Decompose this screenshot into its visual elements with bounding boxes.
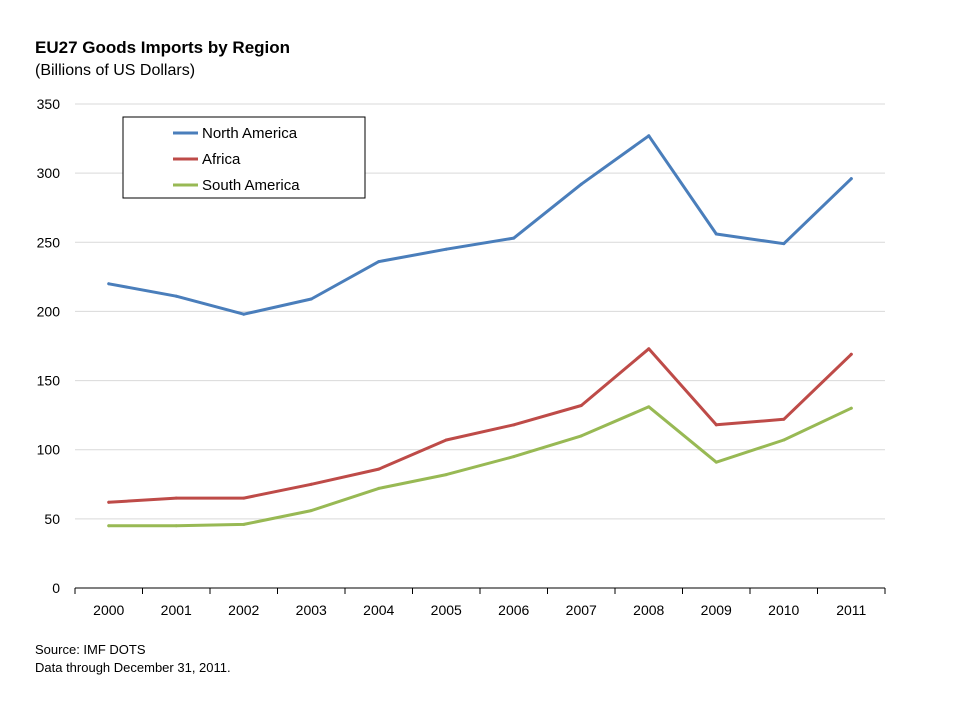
series-line-south-america	[107, 405, 853, 528]
data-point-north-america	[714, 232, 718, 236]
data-point-africa	[647, 347, 651, 351]
data-point-north-america	[242, 312, 246, 316]
data-point-south-america	[242, 522, 246, 526]
x-tick-label: 2002	[228, 602, 259, 618]
data-point-africa	[377, 467, 381, 471]
x-tick-label: 2007	[566, 602, 597, 618]
data-point-south-america	[377, 486, 381, 490]
series-line-africa	[107, 347, 853, 504]
x-tick-label: 2005	[431, 602, 462, 618]
legend-box	[122, 116, 366, 199]
data-point-africa	[242, 496, 246, 500]
data-point-south-america	[714, 460, 718, 464]
chart-subtitle: (Billions of US Dollars)	[35, 62, 196, 79]
data-point-south-america	[107, 524, 111, 528]
data-point-africa	[174, 496, 178, 500]
data-point-north-america	[107, 282, 111, 286]
legend-label: Africa	[202, 151, 241, 168]
x-tick-label: 2010	[768, 602, 799, 618]
y-tick-label: 350	[37, 96, 61, 112]
y-tick-label: 300	[37, 165, 61, 181]
data-point-africa	[309, 482, 313, 486]
x-tick-label: 2009	[701, 602, 732, 618]
data-point-north-america	[377, 260, 381, 264]
series-line-north-america	[107, 134, 853, 316]
data-point-north-america	[849, 177, 853, 181]
data-point-south-america	[647, 405, 651, 409]
chart-title: EU27 Goods Imports by Region	[35, 38, 291, 57]
data-point-north-america	[444, 247, 448, 251]
data-point-africa	[107, 500, 111, 504]
data-point-north-america	[647, 134, 651, 138]
data-point-south-america	[579, 434, 583, 438]
data-point-south-america	[512, 455, 516, 459]
y-tick-label: 100	[37, 442, 61, 458]
y-tick-label: 250	[37, 234, 61, 250]
data-point-africa	[512, 423, 516, 427]
data-through-note: Data through December 31, 2011.	[35, 660, 231, 675]
y-tick-label: 150	[37, 373, 61, 389]
x-tick-label: 2004	[363, 602, 394, 618]
data-point-south-america	[174, 524, 178, 528]
data-point-africa	[579, 403, 583, 407]
legend-label: North America	[202, 125, 298, 142]
x-tick-label: 2011	[836, 602, 866, 618]
data-point-north-america	[309, 297, 313, 301]
data-point-south-america	[444, 473, 448, 477]
x-tick-label: 2006	[498, 602, 529, 618]
x-tick-label: 2008	[633, 602, 664, 618]
data-point-africa	[714, 423, 718, 427]
x-tick-label: 2001	[161, 602, 192, 618]
y-tick-label: 200	[37, 303, 61, 319]
data-point-north-america	[174, 294, 178, 298]
x-tick-label: 2003	[296, 602, 327, 618]
data-point-africa	[444, 438, 448, 442]
data-point-south-america	[309, 509, 313, 513]
data-point-africa	[782, 417, 786, 421]
source-note: Source: IMF DOTS	[35, 642, 146, 657]
y-tick-label: 0	[52, 580, 60, 596]
data-point-north-america	[782, 242, 786, 246]
data-point-south-america	[782, 438, 786, 442]
data-point-africa	[849, 352, 853, 356]
data-point-south-america	[849, 406, 853, 410]
x-tick-label: 2000	[93, 602, 124, 618]
legend-label: South America	[202, 177, 300, 194]
data-point-north-america	[579, 182, 583, 186]
data-point-north-america	[512, 236, 516, 240]
y-tick-label: 50	[44, 511, 60, 527]
